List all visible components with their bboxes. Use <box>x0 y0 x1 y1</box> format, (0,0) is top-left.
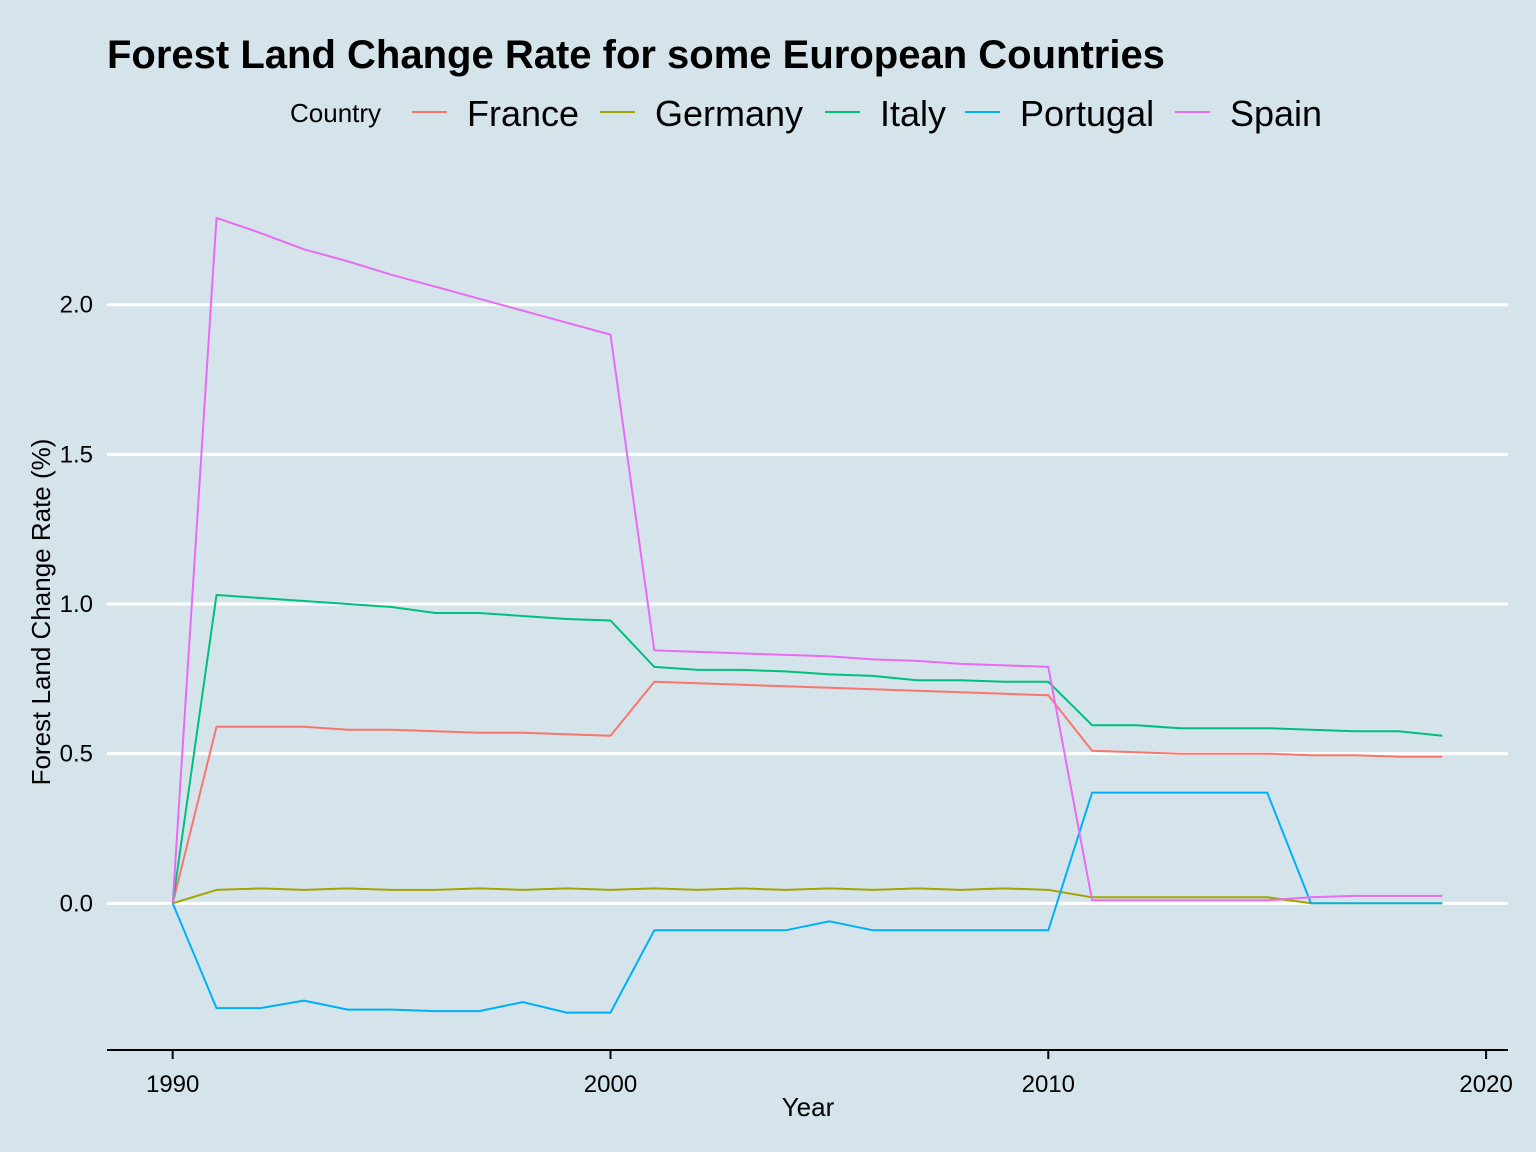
y-tick-label: 0.5 <box>60 741 93 768</box>
x-tick-label: 2010 <box>1022 1071 1075 1098</box>
legend-label-france: France <box>467 93 579 134</box>
series-lines <box>171 216 1443 1014</box>
legend-label-portugal: Portugal <box>1020 93 1154 134</box>
legend-label-spain: Spain <box>1230 93 1322 134</box>
x-tick-label: 1990 <box>146 1071 199 1098</box>
x-tick-label: 2020 <box>1459 1071 1512 1098</box>
y-tick-label: 0.0 <box>60 890 93 917</box>
y-tick-label: 2.0 <box>60 292 93 319</box>
series-line-germany <box>172 887 1443 905</box>
y-axis-ticks: 0.0 0.5 1.0 1.5 2.0 <box>60 292 93 918</box>
legend-title: Country <box>290 98 381 128</box>
series-line-italy <box>171 594 1443 904</box>
legend: Country France Germany Italy Portugal Spain <box>290 93 1322 134</box>
chart-title: Forest Land Change Rate for some Europea… <box>107 33 1165 77</box>
y-tick-label: 1.5 <box>60 441 93 468</box>
y-axis-title: Forest Land Change Rate (%) <box>26 439 56 786</box>
x-axis-title: Year <box>782 1092 835 1122</box>
x-tick-label: 2000 <box>584 1071 637 1098</box>
series-line-spain <box>171 216 1443 904</box>
legend-label-italy: Italy <box>880 93 946 134</box>
x-axis-ticks: 1990 2000 2010 2020 <box>146 1050 1513 1098</box>
series-line-portugal <box>171 791 1443 1014</box>
y-tick-label: 1.0 <box>60 591 93 618</box>
gridlines <box>107 303 1508 905</box>
legend-label-germany: Germany <box>655 93 803 134</box>
series-line-france <box>171 680 1443 904</box>
